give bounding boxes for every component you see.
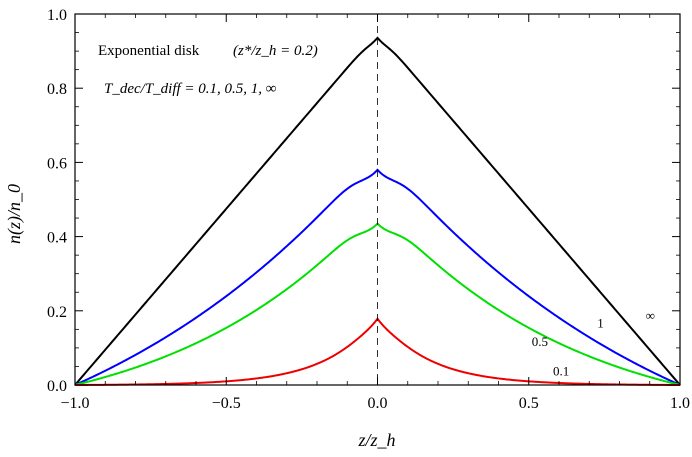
series-line-infinity bbox=[74, 36, 681, 386]
series-label-0-5: 0.5 bbox=[532, 334, 548, 349]
annotation-line2: T_dec/T_diff = 0.1, 0.5, 1, ∞ bbox=[104, 81, 277, 97]
series-label-infinity: ∞ bbox=[646, 308, 655, 323]
x-tick-label: 0.0 bbox=[368, 395, 388, 412]
y-tick-label: 0.2 bbox=[47, 304, 67, 321]
x-tick-label: 1.0 bbox=[670, 395, 690, 412]
series-label-1: 1 bbox=[597, 315, 604, 330]
series-label-0-1: 0.1 bbox=[553, 364, 569, 379]
y-axis-label: n(z)/n_0 bbox=[4, 184, 25, 244]
x-axis-label: z/z_h bbox=[357, 430, 395, 450]
y-tick-label: 1.0 bbox=[47, 7, 67, 24]
x-tick-label: −1.0 bbox=[60, 395, 89, 412]
series-line-1 bbox=[74, 168, 681, 386]
annotation-line1: Exponential disk (z*/z_h = 0.2) bbox=[98, 43, 318, 59]
y-tick-label: 0.4 bbox=[47, 230, 67, 247]
x-tick-label: −0.5 bbox=[212, 395, 241, 412]
y-tick-label: 0.0 bbox=[47, 378, 67, 395]
annotation-title: Exponential disk bbox=[98, 43, 200, 59]
y-tick-label: 0.8 bbox=[47, 81, 67, 98]
y-tick-label: 0.6 bbox=[47, 155, 67, 172]
annotation-param: (z*/z_h = 0.2) bbox=[233, 43, 318, 59]
axis-ticks: −1.0 −0.5 0.0 0.5 1.0 0.0 0.2 0.4 0.6 0.8 1.0 bbox=[47, 7, 690, 412]
x-tick-label: 0.5 bbox=[519, 395, 539, 412]
